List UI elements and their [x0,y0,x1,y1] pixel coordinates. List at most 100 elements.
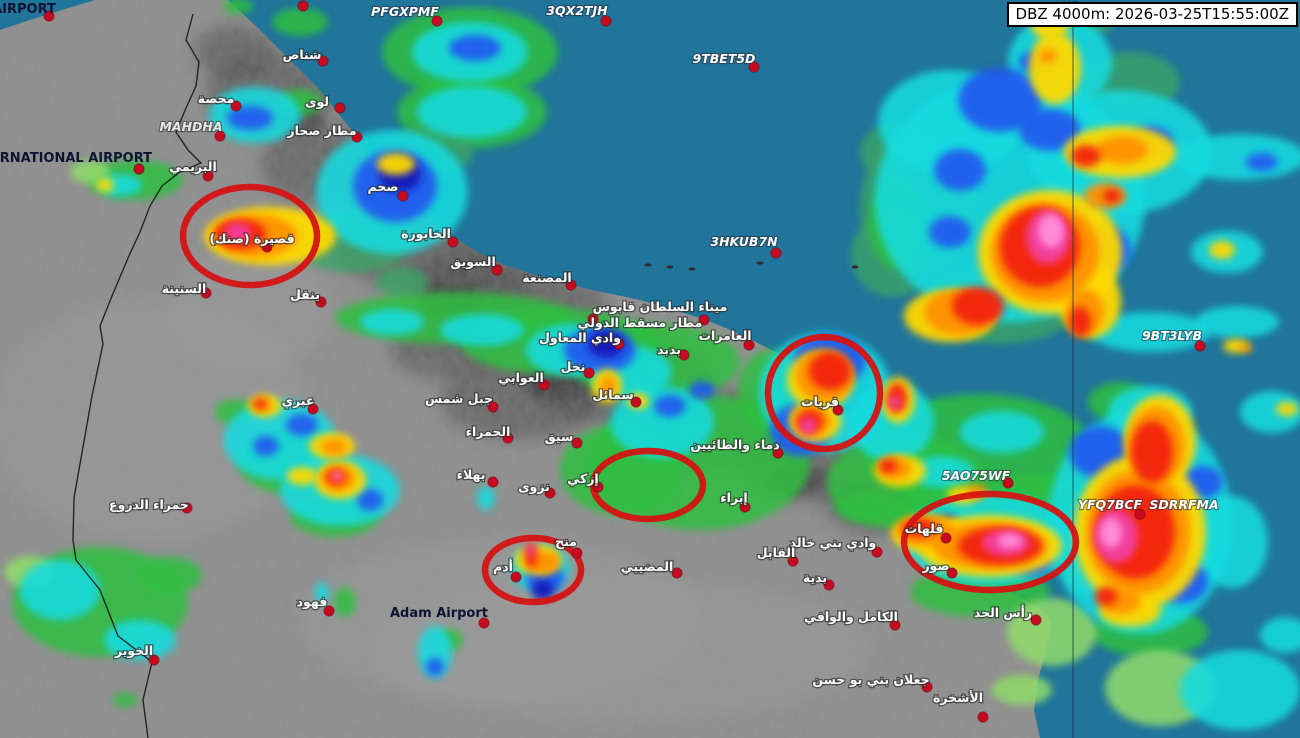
radar-echo [1039,49,1057,63]
town-dot [487,401,499,413]
radar-echo [910,456,974,488]
town-labels: AIRPORT TERNATIONAL AIRPORT Adam Airport MA… [0,2,1220,706]
radar-echo [1209,241,1235,259]
radar-echo [332,472,342,480]
town-label: قصيرة (صنك) [209,231,294,246]
town-dot [202,170,214,182]
radar-echo [800,417,816,435]
island [851,265,859,269]
radar-echo [1096,136,1148,164]
radar-echo [532,580,554,600]
storm-annotation-circle [589,447,707,523]
town-dot [200,287,212,299]
radar-echo [1131,421,1173,483]
town-dot [214,130,226,142]
radar-echo [1174,134,1300,180]
town-label: المضيبي [621,559,674,574]
radar-echo [20,560,100,620]
town-dot [351,131,363,143]
radar-echo [227,106,273,130]
town-label: قلهات [905,521,944,536]
town-dot [334,102,346,114]
town-dot [261,241,273,253]
radar-echo [952,287,1004,325]
town-label: وادي المعاول [539,330,621,345]
radar-echo [992,675,1052,705]
town-label: سيق [545,429,574,444]
town-dot [921,681,933,693]
town-dot [772,447,784,459]
radar-echo [958,68,1042,132]
town-label: الأشخرة [933,690,983,705]
town-label: وادي بني خالد [790,535,877,550]
town-label: Adam Airport [390,606,488,621]
storm-annotation-circle [764,333,884,453]
town-dot [230,100,242,112]
town-dot [181,502,193,514]
town-dot [431,15,443,27]
radar-echo [96,178,114,192]
town-label: 5AO75WF [942,468,1011,483]
radar-echo [588,330,624,358]
radar-echo [526,544,536,556]
radar-echo [1240,344,1252,352]
radar-echo [889,395,901,409]
town-dot [630,396,642,408]
town-label: السنينة [162,281,207,296]
radar-echo [360,309,424,335]
town-dot [1134,508,1146,520]
town-dot [323,605,335,617]
town-label: إبراء [720,490,747,505]
town-label: 3QX2TJH [546,3,608,18]
town-label: صور [921,558,949,573]
radar-echo [426,658,444,676]
town-dot [478,617,490,629]
town-dot [671,567,683,579]
town-dot [940,532,952,544]
radar-echo [1069,307,1091,337]
town-dot [698,314,710,326]
radar-echo [1103,189,1121,203]
town-label: مطار صحار [286,123,356,138]
town-label: إزكي [567,471,598,486]
town-label: لوى [305,94,329,109]
town-label: MAHDHA [159,119,222,134]
town-label: الكامل والوافي [804,609,898,624]
town-dot [544,487,556,499]
town-dot [592,481,604,493]
radar-echo [225,223,251,241]
town-dot [307,403,319,415]
radar-echo [1038,214,1064,248]
town-dot [565,279,577,291]
town-label: شناص [283,47,322,62]
radar-echo [1090,312,1210,352]
town-label: 9BT3LYB [1142,328,1202,343]
radar-echo [1095,587,1117,605]
town-label: الخوير [114,643,153,658]
town-dot [739,501,751,513]
town-dot [977,711,989,723]
radar-echo [70,160,110,184]
radar-echo [809,352,851,390]
town-dots [43,0,1206,723]
town-label: حمراء الدروع [109,497,189,512]
radar-echo [1276,402,1298,416]
town-label: فهود [297,594,328,609]
radar-echo [600,376,616,396]
town-dot [148,654,160,666]
town-dot [823,579,835,591]
town-label: ينقل [290,287,320,302]
radar-echo [113,693,137,707]
radar-echo [929,216,971,248]
town-dot [1194,340,1206,352]
radar-echo [1029,32,1081,104]
town-dot [397,190,409,202]
town-label: صحم [368,179,399,194]
town-dot [832,404,844,416]
town-dot [538,379,550,391]
town-dot [487,476,499,488]
storm-annotation-circle [481,534,585,606]
town-dot [317,55,329,67]
